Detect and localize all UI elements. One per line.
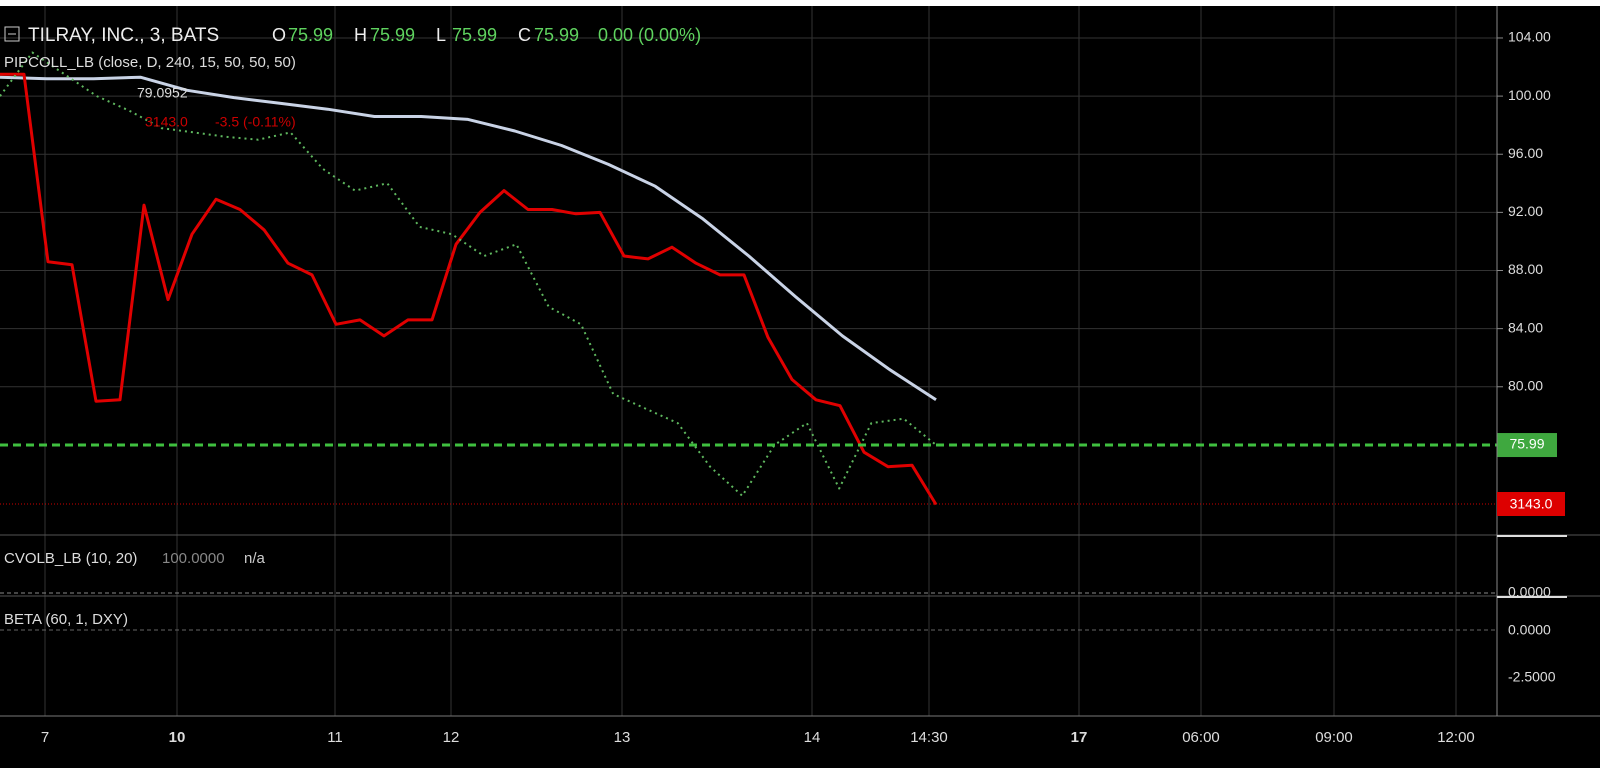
ohlc-value: 75.99 — [452, 25, 497, 45]
indicator-level: 3143.0 — [145, 114, 188, 130]
x-tick-label: 10 — [169, 729, 186, 746]
y-tick-label: 104.00 — [1508, 29, 1551, 45]
indicator-title: BETA (60, 1, DXY) — [4, 611, 128, 628]
ohlc-label: L — [436, 25, 446, 45]
level-badge — [1497, 492, 1565, 516]
plot: 75.99 — [0, 51, 1557, 506]
axis-label: 0.0000 — [1508, 584, 1551, 600]
ohlc-label: O — [272, 25, 286, 45]
change: 0.00 (0.00%) — [598, 25, 701, 45]
last-price-label: 75.99 — [1509, 436, 1544, 452]
y-tick-label: 100.00 — [1508, 87, 1551, 103]
indicator-extra: n/a — [244, 550, 266, 567]
series-line — [0, 72, 938, 506]
y-tick-label: 84.00 — [1508, 319, 1543, 335]
y-tick-label: 88.00 — [1508, 261, 1543, 277]
axis-label: -2.5000 — [1508, 669, 1556, 685]
y-tick-label: 96.00 — [1508, 145, 1543, 161]
level-badge-text: 3143.0 — [1510, 496, 1553, 512]
ohlc: O 75.99 H 75.99 L 75.99 C 75.99 — [272, 25, 579, 45]
ohlc-value: 75.99 — [288, 25, 333, 45]
ohlc-label: H — [354, 25, 367, 45]
x-tick-label: 09:00 — [1315, 729, 1353, 746]
y-tick-label: 92.00 — [1508, 203, 1543, 219]
x-tick-label: 7 — [41, 729, 49, 746]
top-border — [0, 0, 1600, 6]
x-tick-label: 13 — [614, 729, 631, 746]
x-tick-label: 12 — [443, 729, 460, 746]
collapse-icon[interactable] — [4, 26, 20, 42]
indicator-title: CVOLB_LB (10, 20) — [4, 550, 137, 567]
indicator-value: 79.0952 — [137, 85, 188, 101]
indicator-value: 100.0000 — [162, 550, 225, 567]
x-tick-label: 12:00 — [1437, 729, 1475, 746]
last-price-badge — [1497, 433, 1557, 458]
ohlc-label: C — [518, 25, 531, 45]
indicator-change: -3.5 (-0.11%) — [215, 114, 296, 130]
series-line — [0, 51, 937, 497]
series-line — [0, 75, 937, 402]
axis-label: 0.0000 — [1508, 622, 1551, 638]
x-tick-label: 17 — [1071, 729, 1088, 746]
ohlc-value: 75.99 — [370, 25, 415, 45]
x-tick-label: 14 — [804, 729, 821, 746]
x-tick-label: 11 — [327, 729, 343, 746]
indicator-title: PIPCOLL_LB (close, D, 240, 15, 50, 50, 5… — [4, 54, 296, 71]
y-tick-label: 80.00 — [1508, 377, 1543, 393]
x-tick-label: 14:30 — [910, 729, 948, 746]
symbol: TILRAY, INC., 3, BATS — [28, 25, 219, 46]
grid: 80.00 84.00 88.00 92.00 96.00 100.00 104.00 7 10… — [0, 6, 1551, 746]
x-tick-label: 06:00 — [1182, 729, 1220, 746]
ohlc-value: 75.99 — [534, 25, 579, 45]
